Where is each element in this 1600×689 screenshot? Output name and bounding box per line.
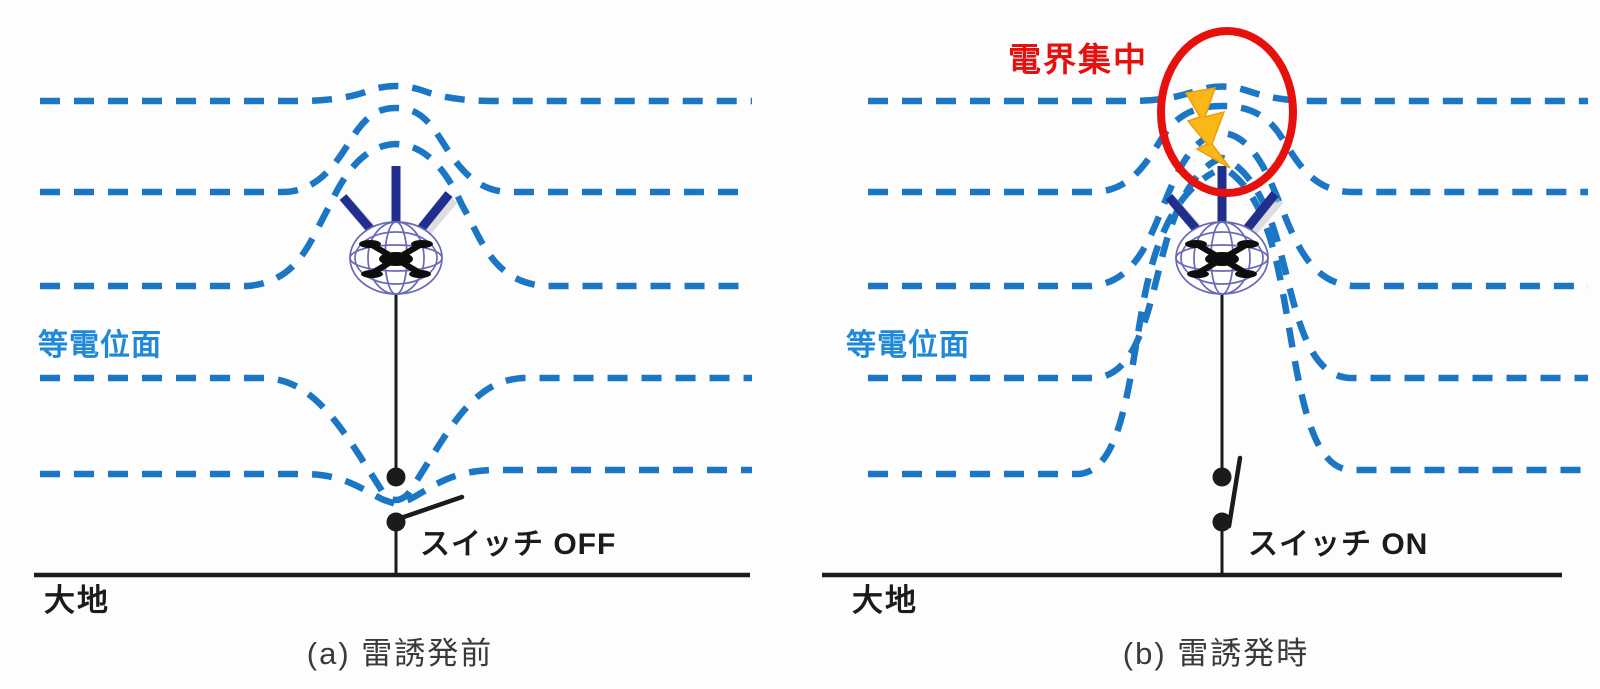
equipotential-line-2 [868,102,1588,196]
switch-node-lower [1212,512,1232,532]
switch-lever-closed [1226,455,1243,529]
equipotential-line-3 [40,140,752,290]
switch-on-label: スイッチ ON [1248,528,1429,561]
switch-lever-open [395,494,465,522]
equipotential-line-5 [40,466,752,508]
equipotential-label-a: 等電位面 [38,329,162,362]
ground-label-a: 大地 [44,583,110,618]
equipotential-line-5 [868,169,1588,478]
drone-in-cage-icon [343,166,454,294]
field-concentration-circle [1157,27,1297,197]
equipotential-line-1 [40,82,752,105]
panel-a-graphics [34,82,752,578]
equipotential-line-3 [868,129,1588,290]
caption-panel-b: (b) 雷誘発時 [1122,636,1310,671]
switch-node-lower [386,512,406,532]
switch-node-upper [386,467,406,487]
field-concentration-label: 電界集中 [1008,41,1148,78]
switch-node-upper [1212,467,1232,487]
equipotential-line-2 [40,104,752,196]
equipotential-label-b: 等電位面 [846,329,970,362]
drone-in-cage-icon [1169,166,1280,294]
ground-label-b: 大地 [852,583,918,618]
equipotential-line-4 [40,374,752,504]
switch-off-label: スイッチ OFF [420,528,617,561]
equipotential-line-1 [868,83,1588,105]
lightning-bolt-icon [1184,87,1231,169]
caption-panel-a: (a) 雷誘発前 [306,636,494,671]
panel-b-graphics [822,27,1588,578]
